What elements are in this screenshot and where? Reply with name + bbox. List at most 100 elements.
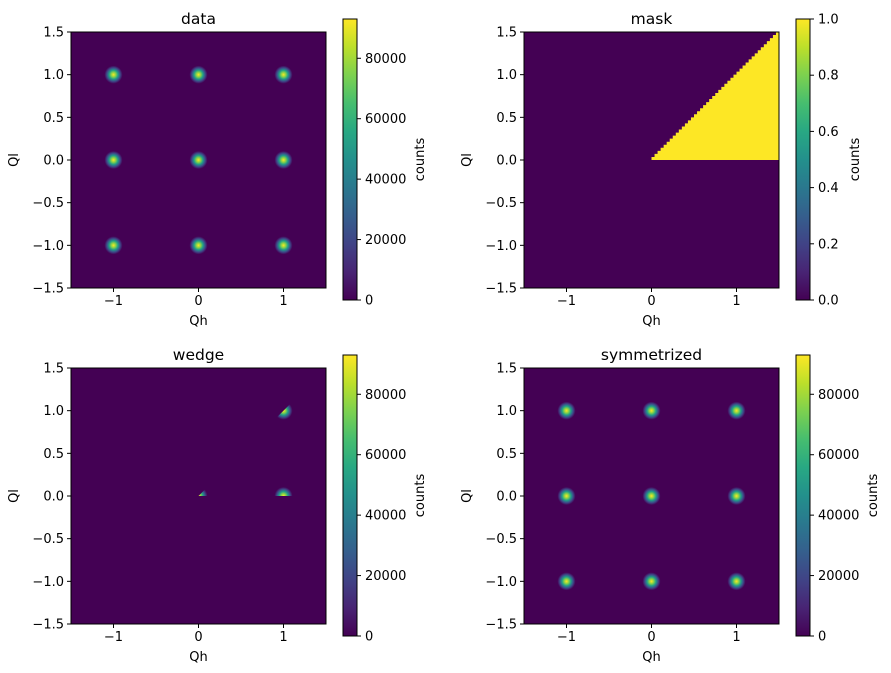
colorbar-label: counts xyxy=(413,138,428,182)
x-tick-label: −1 xyxy=(557,630,576,645)
peak-spot xyxy=(727,401,746,420)
x-axis-label: Qh xyxy=(189,314,207,329)
y-tick-label: −0.5 xyxy=(485,196,517,211)
colorbar-tick-label: 80000 xyxy=(365,52,406,67)
x-axis-label: Qh xyxy=(642,650,660,665)
colorbar-label: counts xyxy=(413,474,428,518)
y-tick-label: −1.5 xyxy=(32,618,64,633)
y-tick-label: 1.0 xyxy=(43,68,64,83)
y-tick-label: 1.0 xyxy=(496,404,517,419)
colorbar-tick-label: 0 xyxy=(365,294,373,309)
colorbar-tick-label: 0.4 xyxy=(818,181,839,196)
y-tick-label: −1.0 xyxy=(32,575,64,590)
colorbar-gradient xyxy=(795,18,811,301)
colorbar-gradient xyxy=(342,18,358,301)
colorbar-tick-label: 20000 xyxy=(365,569,406,584)
peak-spot xyxy=(274,65,293,84)
x-tick-label: 0 xyxy=(647,630,655,645)
y-tick-label: −1.5 xyxy=(32,282,64,297)
colorbar: 0.0 0.2 0.4 0.6 0.8 1.0 counts xyxy=(795,13,863,309)
y-tick-label: −1.0 xyxy=(485,575,517,590)
subplot-title: wedge xyxy=(173,346,224,364)
peak-spot xyxy=(198,487,208,496)
x-tick-label: −1 xyxy=(104,630,123,645)
y-tick-label: −1.5 xyxy=(485,282,517,297)
peak-spot xyxy=(104,151,123,169)
colorbar-tick-label: 0.2 xyxy=(818,237,839,252)
colorbar-tick-label: 40000 xyxy=(365,173,406,188)
x-axis-label: Qh xyxy=(642,314,660,329)
subplot-title: symmetrized xyxy=(601,346,702,364)
colorbar-tick-label: 80000 xyxy=(365,388,406,403)
x-tick-label: 1 xyxy=(279,630,287,645)
peak-spot xyxy=(642,572,661,591)
colorbar-gradient xyxy=(795,354,811,637)
y-tick-label: −1.5 xyxy=(485,618,517,633)
peak-spot xyxy=(189,236,208,255)
peak-spot xyxy=(274,236,293,255)
y-tick-label: −0.5 xyxy=(485,532,517,547)
colorbar: 0 20000 40000 60000 80000 counts xyxy=(795,354,881,645)
peak-spot xyxy=(557,487,576,505)
y-tick-label: 0.0 xyxy=(43,154,64,169)
y-tick-label: 0.5 xyxy=(496,111,517,126)
peak-spot xyxy=(104,65,123,84)
x-tick-label: −1 xyxy=(104,294,123,309)
y-tick-label: 1.5 xyxy=(496,26,517,41)
x-tick-label: 0 xyxy=(194,630,202,645)
subplot-title: data xyxy=(181,10,216,28)
colorbar-tick-label: 0 xyxy=(818,630,826,645)
peak-spot xyxy=(557,572,576,591)
peak-spot xyxy=(189,151,208,169)
peak-spot xyxy=(274,487,293,496)
y-tick-label: 0.0 xyxy=(496,154,517,169)
colorbar: 0 20000 40000 60000 80000 counts xyxy=(342,18,428,309)
subplot-wedge: −1 0 1 −1.5 −1.0 −0.5 0.0 0.5 1.0 1.5 wedge Qh Ql 0 20… xyxy=(7,346,428,665)
peak-spot xyxy=(727,487,746,505)
x-axis-label: Qh xyxy=(189,650,207,665)
y-tick-label: −1.0 xyxy=(32,239,64,254)
colorbar-tick-label: 60000 xyxy=(818,448,859,463)
y-tick-label: 0.5 xyxy=(43,447,64,462)
y-tick-label: 0.5 xyxy=(43,111,64,126)
colorbar-tick-label: 80000 xyxy=(818,388,859,403)
y-tick-label: 0.0 xyxy=(43,490,64,505)
y-tick-label: 0.5 xyxy=(496,447,517,462)
x-tick-label: −1 xyxy=(557,294,576,309)
y-axis-label: Ql xyxy=(460,153,475,167)
colorbar-tick-label: 60000 xyxy=(365,112,406,127)
colorbar-tick-label: 1.0 xyxy=(818,13,839,28)
x-tick-label: 1 xyxy=(732,630,740,645)
y-tick-label: 1.0 xyxy=(496,68,517,83)
peak-spot xyxy=(557,401,576,420)
y-tick-label: −0.5 xyxy=(32,196,64,211)
colorbar: 0 20000 40000 60000 80000 counts xyxy=(342,354,428,645)
colorbar-tick-label: 0.8 xyxy=(818,69,839,84)
subplot-mask: −1 0 1−1.5−1.0−0.50.00.51.01.5maskQhQl0.00… xyxy=(460,10,863,329)
y-axis-label: Ql xyxy=(7,153,22,167)
subplot-data: −1 0 1 −1.5 −1.0 −0.5 0.0 0.5 1.0 1.5 data Qh Ql 0 200… xyxy=(7,10,428,329)
peak-spot xyxy=(642,401,661,420)
colorbar-label: counts xyxy=(866,474,881,518)
y-tick-label: 0.0 xyxy=(496,490,517,505)
y-axis-label: Ql xyxy=(7,489,22,503)
y-tick-label: 1.5 xyxy=(43,26,64,41)
x-tick-label: 0 xyxy=(194,294,202,309)
y-tick-label: 1.5 xyxy=(43,362,64,377)
peak-spot xyxy=(727,572,746,591)
colorbar-tick-label: 60000 xyxy=(365,448,406,463)
y-tick-label: 1.5 xyxy=(496,362,517,377)
x-tick-label: 0 xyxy=(647,294,655,309)
peak-spot xyxy=(104,236,123,255)
colorbar-tick-label: 0.0 xyxy=(818,294,839,309)
peak-spot xyxy=(274,151,293,169)
colorbar-tick-label: 20000 xyxy=(818,569,859,584)
colorbar-tick-label: 20000 xyxy=(365,233,406,248)
y-axis-label: Ql xyxy=(460,489,475,503)
y-tick-label: −1.0 xyxy=(485,239,517,254)
colorbar-label: counts xyxy=(848,138,863,182)
peak-spot xyxy=(189,65,208,84)
x-tick-label: 1 xyxy=(279,294,287,309)
colorbar-tick-label: 0 xyxy=(365,630,373,645)
subplot-title: mask xyxy=(631,10,673,28)
